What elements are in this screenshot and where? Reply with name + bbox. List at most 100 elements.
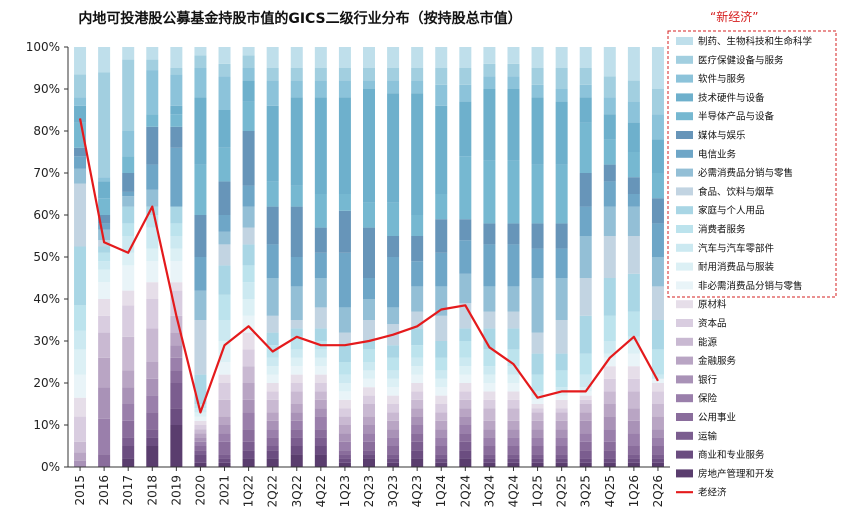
legend-swatch (676, 74, 693, 83)
bar-segment (435, 47, 448, 68)
bar-segment (483, 399, 496, 409)
bar-segment (242, 429, 255, 442)
legend-swatch (676, 450, 693, 459)
bar-segment (338, 345, 351, 362)
legend-label: 公用事业 (698, 412, 736, 424)
bar-segment (98, 229, 111, 241)
bar-segment (314, 391, 327, 400)
bar-segment (314, 437, 327, 446)
bar-segment (242, 450, 255, 459)
bar-segment (338, 374, 351, 383)
bar-segment (146, 362, 159, 379)
bar-segment (314, 454, 327, 467)
bar-segment (218, 433, 231, 442)
bar-segment (314, 307, 327, 329)
y-tick-label: 20% (33, 376, 60, 390)
bar-segment (218, 147, 231, 182)
bar-segment (266, 278, 279, 316)
bar-segment (435, 341, 448, 358)
bar-segment (314, 252, 327, 278)
y-tick-label: 90% (33, 82, 60, 96)
bar-segment (122, 387, 135, 404)
bar-segment (290, 357, 303, 367)
bar-segment (531, 353, 544, 375)
bar-segment (314, 349, 327, 358)
bar-segment (435, 395, 448, 404)
bar-segment (627, 80, 640, 102)
bar-segment (435, 454, 448, 459)
bar-segment (146, 47, 159, 60)
legend: 制药、生物科技和生命科学医疗保健设备与服务软件与服务技术硬件与设备半导体产品与设… (667, 30, 837, 499)
bar-segment (555, 387, 568, 392)
bar-segment (170, 261, 183, 283)
bar-segment (387, 47, 400, 68)
bar-segment (290, 420, 303, 430)
bar-segment (266, 458, 279, 467)
bar-segment (338, 194, 351, 211)
bar-segment (74, 147, 87, 157)
bar-segment (290, 454, 303, 467)
bar-segment (387, 202, 400, 236)
bar-segment (266, 357, 279, 367)
legend-swatch (676, 168, 693, 177)
bar-segment (266, 315, 279, 333)
bar-segment (314, 399, 327, 409)
bar-segment (266, 399, 279, 413)
bar-segment (338, 433, 351, 442)
bar-segment (363, 458, 375, 467)
bar-segment (338, 383, 351, 392)
bar-segment (531, 391, 544, 396)
bar-segment (459, 366, 472, 375)
bar-segment (459, 219, 472, 241)
legend-label: 运输 (698, 430, 718, 442)
bar-segment (194, 462, 207, 467)
bar-segment (194, 290, 207, 320)
bar-segment (122, 437, 135, 446)
bar-segment (218, 63, 231, 77)
bar-segment (651, 349, 664, 375)
bar-segment (314, 446, 327, 455)
bar-segment (435, 387, 448, 396)
legend-label: 金融服务 (698, 355, 737, 367)
bar-segment (170, 425, 183, 467)
bar-segment (266, 47, 279, 68)
bar-segment (218, 76, 231, 110)
bar-segment (531, 446, 544, 455)
bar-segment (146, 248, 159, 262)
bar-segment (242, 185, 255, 207)
bar-segment (363, 450, 375, 455)
bar-segment (483, 420, 496, 430)
bar-segment (74, 349, 87, 375)
bar-segment (338, 332, 351, 346)
bar-segment (146, 328, 159, 362)
bar-segment (459, 357, 472, 367)
x-tick-label: 2016 (97, 475, 111, 506)
bar-segment (627, 47, 640, 81)
bar-segment (411, 345, 424, 358)
bar-segment (387, 437, 400, 446)
bar-segment (579, 278, 592, 316)
bar-segment (242, 349, 255, 367)
bar-segment (194, 433, 207, 438)
bar-segment (435, 429, 448, 438)
bar-segment (74, 47, 87, 75)
bar-segment (266, 68, 279, 81)
bar-segment (651, 454, 664, 459)
x-tick-label: 3Q25 (579, 475, 593, 507)
bar-segment (290, 47, 303, 68)
bar-segment (170, 290, 183, 316)
bar-segment (314, 194, 327, 228)
bar-segment (435, 420, 448, 430)
bar-segment (363, 320, 375, 341)
bar-segment (170, 370, 183, 383)
bar-segment (531, 223, 544, 249)
bar-segment (603, 458, 616, 463)
bar-segment (507, 349, 520, 367)
x-tick-label: 4Q22 (314, 475, 328, 507)
bar-segment (411, 408, 424, 417)
bar-segment (411, 236, 424, 262)
bar-segment (146, 378, 159, 396)
bar-segment (531, 374, 544, 392)
bar-segment (579, 395, 592, 400)
bar-segment (194, 446, 207, 451)
